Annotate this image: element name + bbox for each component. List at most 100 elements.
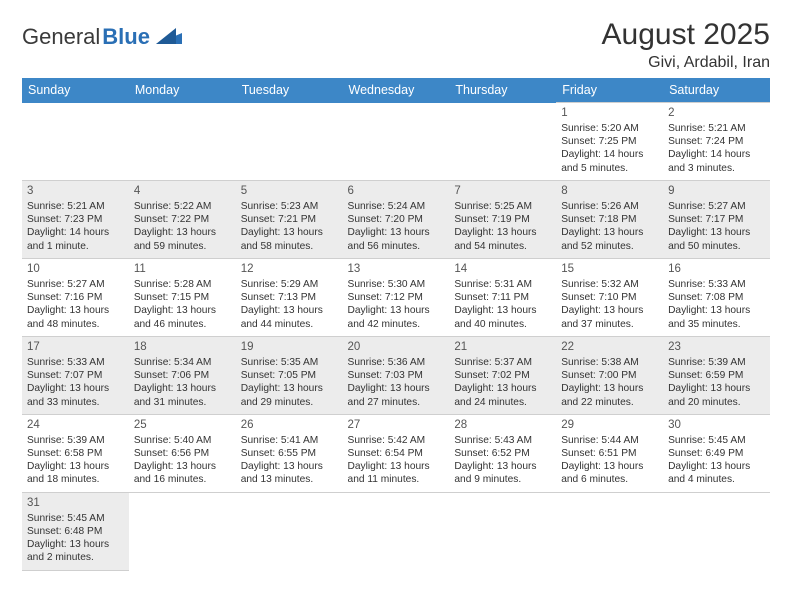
sunset-text: Sunset: 6:52 PM [454, 447, 551, 460]
day-number: 12 [241, 262, 338, 277]
sunrise-text: Sunrise: 5:36 AM [348, 356, 445, 369]
sunset-text: Sunset: 6:59 PM [668, 369, 765, 382]
col-sunday: Sunday [22, 78, 129, 103]
calendar-cell: 23Sunrise: 5:39 AMSunset: 6:59 PMDayligh… [663, 336, 770, 414]
sunrise-text: Sunrise: 5:33 AM [27, 356, 124, 369]
calendar-cell: 24Sunrise: 5:39 AMSunset: 6:58 PMDayligh… [22, 414, 129, 492]
calendar-cell: 19Sunrise: 5:35 AMSunset: 7:05 PMDayligh… [236, 336, 343, 414]
calendar-cell: 4Sunrise: 5:22 AMSunset: 7:22 PMDaylight… [129, 180, 236, 258]
daylight-text: Daylight: 13 hours and 46 minutes. [134, 304, 231, 331]
sunrise-text: Sunrise: 5:45 AM [27, 512, 124, 525]
sunrise-text: Sunrise: 5:24 AM [348, 200, 445, 213]
day-number: 6 [348, 184, 445, 199]
sunset-text: Sunset: 7:05 PM [241, 369, 338, 382]
sunrise-text: Sunrise: 5:21 AM [668, 122, 765, 135]
calendar-cell [556, 492, 663, 570]
sunrise-text: Sunrise: 5:32 AM [561, 278, 658, 291]
sunrise-text: Sunrise: 5:39 AM [668, 356, 765, 369]
daylight-text: Daylight: 14 hours and 1 minute. [27, 226, 124, 253]
sunset-text: Sunset: 7:10 PM [561, 291, 658, 304]
sunset-text: Sunset: 7:21 PM [241, 213, 338, 226]
sunrise-text: Sunrise: 5:45 AM [668, 434, 765, 447]
calendar-cell: 21Sunrise: 5:37 AMSunset: 7:02 PMDayligh… [449, 336, 556, 414]
calendar-cell [22, 103, 129, 181]
calendar-table: Sunday Monday Tuesday Wednesday Thursday… [22, 78, 770, 571]
calendar-header-row: Sunday Monday Tuesday Wednesday Thursday… [22, 78, 770, 103]
daylight-text: Daylight: 13 hours and 27 minutes. [348, 382, 445, 409]
calendar-cell: 31Sunrise: 5:45 AMSunset: 6:48 PMDayligh… [22, 492, 129, 570]
daylight-text: Daylight: 13 hours and 59 minutes. [134, 226, 231, 253]
table-row: 1Sunrise: 5:20 AMSunset: 7:25 PMDaylight… [22, 103, 770, 181]
calendar-cell: 3Sunrise: 5:21 AMSunset: 7:23 PMDaylight… [22, 180, 129, 258]
daylight-text: Daylight: 13 hours and 40 minutes. [454, 304, 551, 331]
calendar-cell: 25Sunrise: 5:40 AMSunset: 6:56 PMDayligh… [129, 414, 236, 492]
sunrise-text: Sunrise: 5:37 AM [454, 356, 551, 369]
sunrise-text: Sunrise: 5:26 AM [561, 200, 658, 213]
calendar-cell [129, 103, 236, 181]
daylight-text: Daylight: 13 hours and 24 minutes. [454, 382, 551, 409]
sunrise-text: Sunrise: 5:42 AM [348, 434, 445, 447]
calendar-cell [449, 492, 556, 570]
day-number: 5 [241, 184, 338, 199]
daylight-text: Daylight: 13 hours and 37 minutes. [561, 304, 658, 331]
calendar-cell: 11Sunrise: 5:28 AMSunset: 7:15 PMDayligh… [129, 258, 236, 336]
daylight-text: Daylight: 13 hours and 2 minutes. [27, 538, 124, 565]
daylight-text: Daylight: 14 hours and 5 minutes. [561, 148, 658, 175]
day-number: 31 [27, 496, 124, 511]
daylight-text: Daylight: 13 hours and 9 minutes. [454, 460, 551, 487]
day-number: 9 [668, 184, 765, 199]
calendar-cell [663, 492, 770, 570]
daylight-text: Daylight: 13 hours and 33 minutes. [27, 382, 124, 409]
sunrise-text: Sunrise: 5:38 AM [561, 356, 658, 369]
sunset-text: Sunset: 7:19 PM [454, 213, 551, 226]
day-number: 3 [27, 184, 124, 199]
calendar-cell: 5Sunrise: 5:23 AMSunset: 7:21 PMDaylight… [236, 180, 343, 258]
daylight-text: Daylight: 13 hours and 56 minutes. [348, 226, 445, 253]
sunset-text: Sunset: 6:55 PM [241, 447, 338, 460]
col-wednesday: Wednesday [343, 78, 450, 103]
daylight-text: Daylight: 13 hours and 22 minutes. [561, 382, 658, 409]
daylight-text: Daylight: 13 hours and 16 minutes. [134, 460, 231, 487]
day-number: 17 [27, 340, 124, 355]
sunset-text: Sunset: 7:11 PM [454, 291, 551, 304]
calendar-cell [343, 103, 450, 181]
day-number: 22 [561, 340, 658, 355]
day-number: 30 [668, 418, 765, 433]
sunset-text: Sunset: 6:49 PM [668, 447, 765, 460]
sunset-text: Sunset: 7:25 PM [561, 135, 658, 148]
header: GeneralBlue August 2025 Givi, Ardabil, I… [22, 18, 770, 72]
sunset-text: Sunset: 7:15 PM [134, 291, 231, 304]
calendar-cell: 7Sunrise: 5:25 AMSunset: 7:19 PMDaylight… [449, 180, 556, 258]
calendar-cell: 16Sunrise: 5:33 AMSunset: 7:08 PMDayligh… [663, 258, 770, 336]
sunset-text: Sunset: 7:24 PM [668, 135, 765, 148]
day-number: 14 [454, 262, 551, 277]
daylight-text: Daylight: 13 hours and 11 minutes. [348, 460, 445, 487]
calendar-cell: 2Sunrise: 5:21 AMSunset: 7:24 PMDaylight… [663, 103, 770, 181]
daylight-text: Daylight: 13 hours and 20 minutes. [668, 382, 765, 409]
sunset-text: Sunset: 7:00 PM [561, 369, 658, 382]
sunrise-text: Sunrise: 5:34 AM [134, 356, 231, 369]
calendar-cell: 22Sunrise: 5:38 AMSunset: 7:00 PMDayligh… [556, 336, 663, 414]
calendar-cell [129, 492, 236, 570]
day-number: 7 [454, 184, 551, 199]
sunrise-text: Sunrise: 5:27 AM [27, 278, 124, 291]
day-number: 8 [561, 184, 658, 199]
day-number: 15 [561, 262, 658, 277]
logo-text-general: General [22, 24, 100, 50]
day-number: 29 [561, 418, 658, 433]
sunrise-text: Sunrise: 5:20 AM [561, 122, 658, 135]
daylight-text: Daylight: 13 hours and 31 minutes. [134, 382, 231, 409]
calendar-cell: 1Sunrise: 5:20 AMSunset: 7:25 PMDaylight… [556, 103, 663, 181]
calendar-cell: 6Sunrise: 5:24 AMSunset: 7:20 PMDaylight… [343, 180, 450, 258]
daylight-text: Daylight: 13 hours and 35 minutes. [668, 304, 765, 331]
day-number: 18 [134, 340, 231, 355]
calendar-cell: 27Sunrise: 5:42 AMSunset: 6:54 PMDayligh… [343, 414, 450, 492]
sunset-text: Sunset: 7:07 PM [27, 369, 124, 382]
day-number: 13 [348, 262, 445, 277]
calendar-cell: 14Sunrise: 5:31 AMSunset: 7:11 PMDayligh… [449, 258, 556, 336]
day-number: 25 [134, 418, 231, 433]
sunset-text: Sunset: 7:13 PM [241, 291, 338, 304]
table-row: 31Sunrise: 5:45 AMSunset: 6:48 PMDayligh… [22, 492, 770, 570]
table-row: 3Sunrise: 5:21 AMSunset: 7:23 PMDaylight… [22, 180, 770, 258]
daylight-text: Daylight: 13 hours and 54 minutes. [454, 226, 551, 253]
